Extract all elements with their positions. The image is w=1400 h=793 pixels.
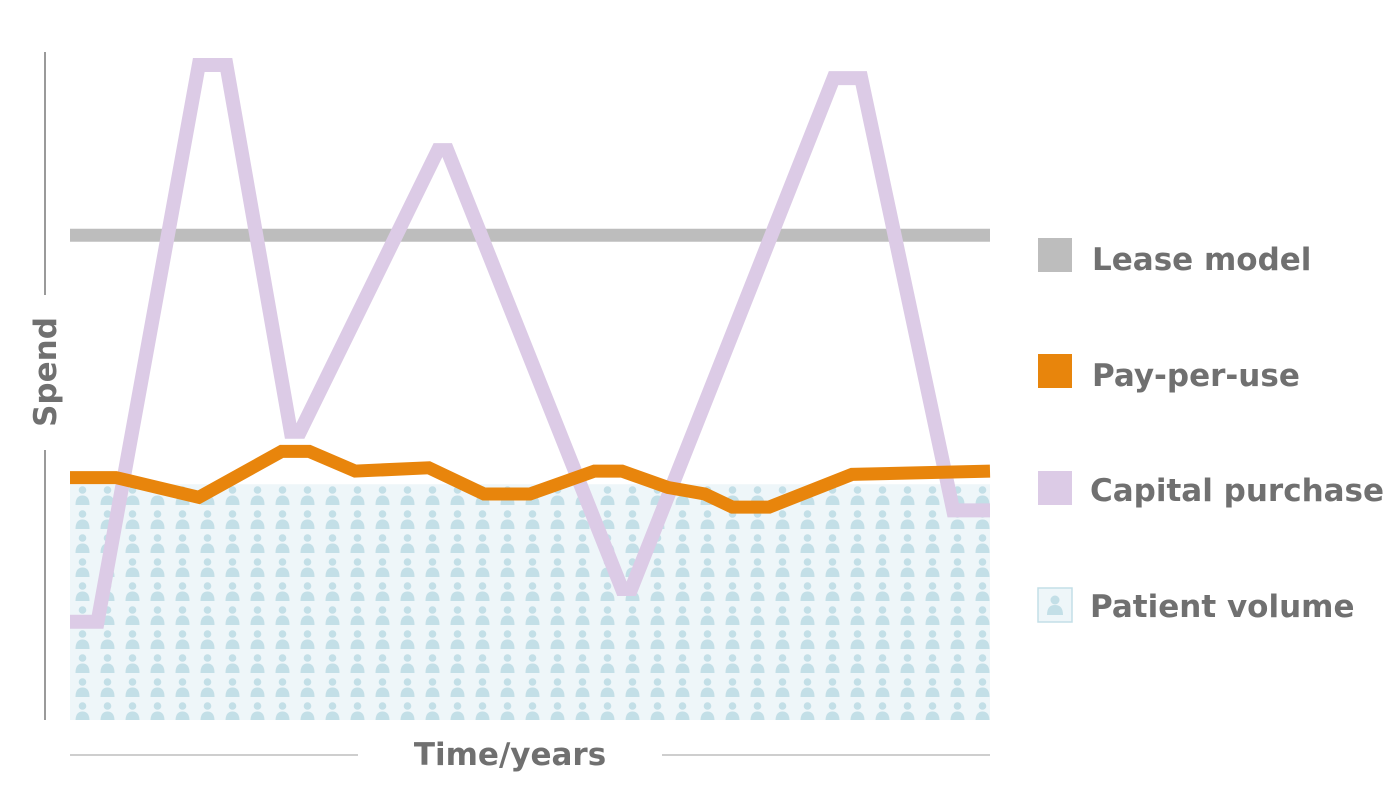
legend-label-patient-volume: Patient volume bbox=[1090, 589, 1354, 625]
legend-item-pay-per-use: Pay-per-use bbox=[1038, 354, 1300, 394]
patient-volume-area bbox=[70, 484, 990, 720]
legend-item-patient-volume: Patient volume bbox=[1037, 587, 1354, 625]
legend-label-lease-model: Lease model bbox=[1092, 242, 1311, 278]
series-line-capital-purchase bbox=[70, 58, 990, 629]
legend-swatch-pay-per-use bbox=[1038, 354, 1072, 388]
legend-swatch-capital-purchase bbox=[1038, 471, 1072, 505]
legend-swatch-patient-volume bbox=[1037, 587, 1073, 623]
legend-item-capital-purchase: Capital purchase bbox=[1038, 471, 1384, 509]
legend: Lease model Pay-per-use Capital purchase… bbox=[1037, 238, 1384, 625]
legend-label-pay-per-use: Pay-per-use bbox=[1092, 358, 1300, 394]
x-axis-label: Time/years bbox=[414, 737, 606, 773]
legend-item-lease-model: Lease model bbox=[1038, 238, 1311, 278]
y-axis-label: Spend bbox=[28, 317, 64, 427]
series-line-pay-per-use bbox=[70, 444, 991, 514]
legend-label-capital-purchase: Capital purchase bbox=[1090, 473, 1384, 509]
legend-swatch-lease-model bbox=[1038, 238, 1072, 272]
